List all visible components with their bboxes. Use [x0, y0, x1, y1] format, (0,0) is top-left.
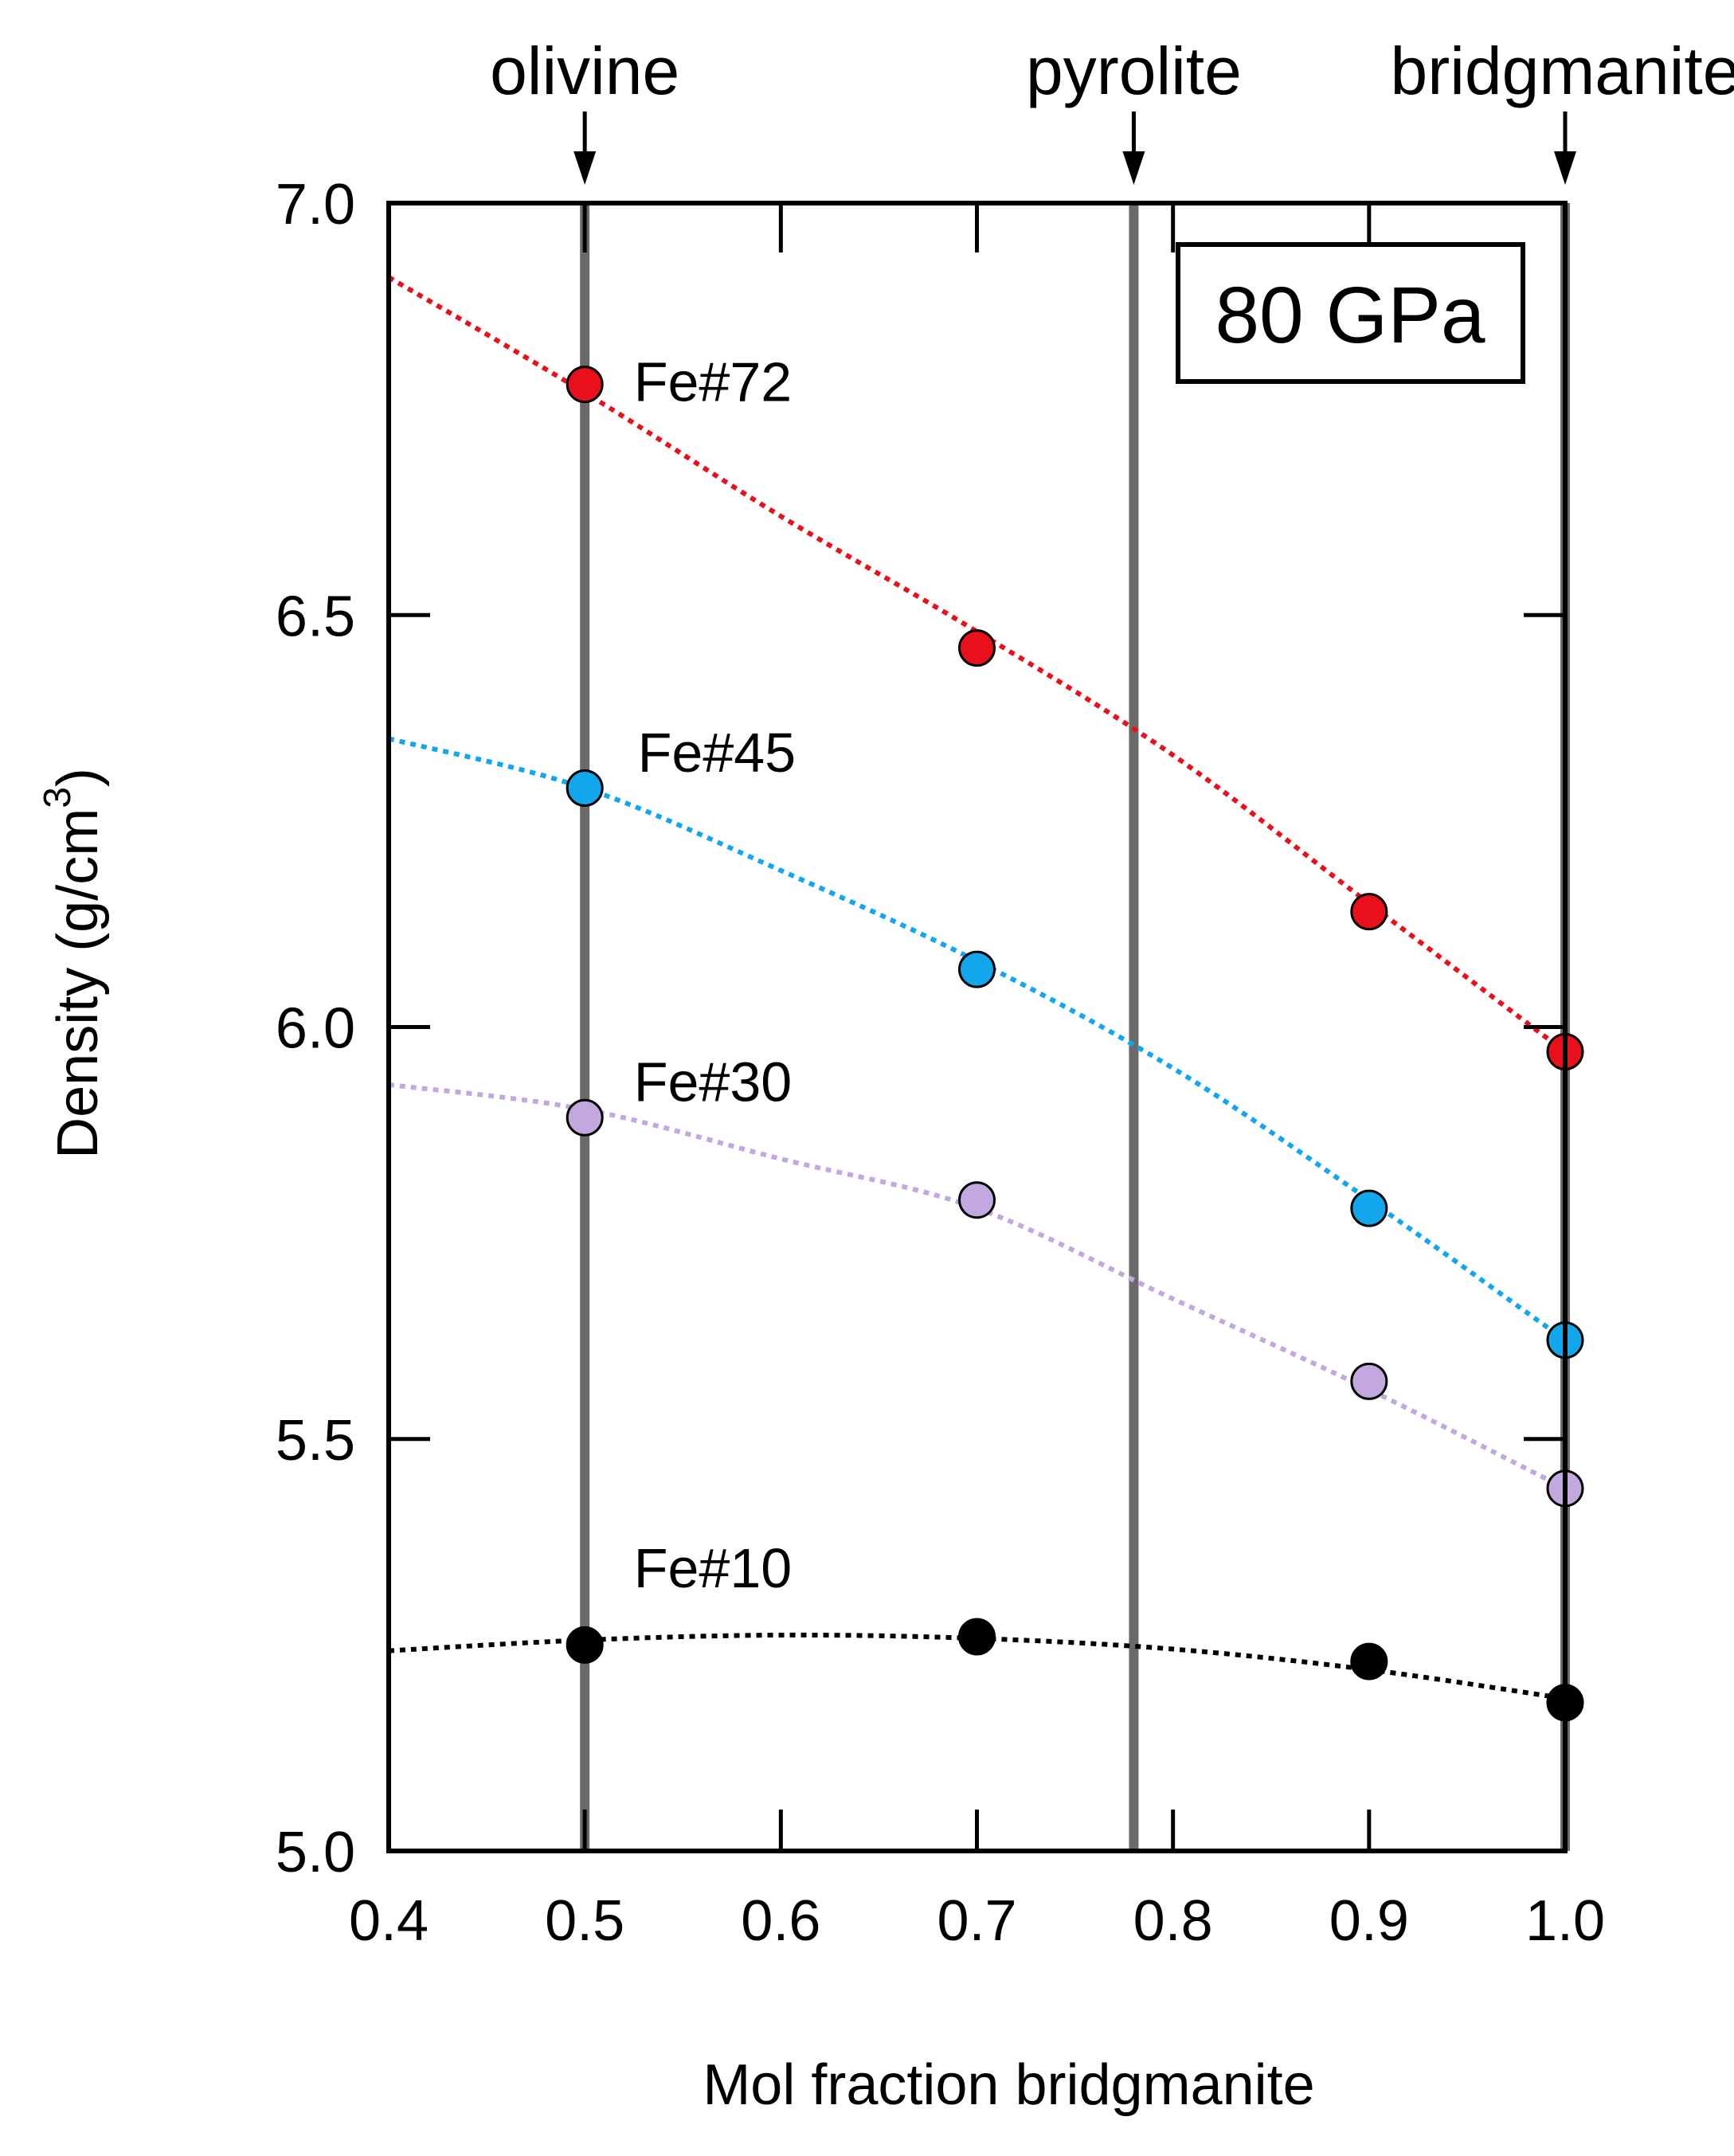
series-label-Fe45: Fe#45: [638, 722, 796, 784]
data-point-Fe10-2: [1350, 1642, 1388, 1681]
pressure-box: [1176, 242, 1525, 384]
composition-label-bridgmanite: bridgmanite: [1391, 33, 1734, 108]
y-axis-title: Density (g/cm3): [37, 768, 110, 1159]
reference-lines: [580, 203, 1570, 1851]
arrow-pyrolite-icon: [1122, 151, 1145, 185]
y-tick-label-3: 6.5: [276, 585, 355, 648]
x-tick-label-0: 0.4: [349, 1889, 429, 1953]
y-axis-title-superscript: 3: [37, 787, 79, 808]
data-point-Fe30-0: [566, 1098, 604, 1137]
pressure-label: 80 GPa: [1215, 271, 1485, 360]
x-axis-title: Mol fraction bridgmanite: [703, 2053, 1314, 2117]
data-points: [566, 366, 1584, 1722]
x-tick-label-4: 0.8: [1133, 1889, 1213, 1953]
data-point-Fe10-0: [566, 1626, 604, 1664]
x-tick-label-6: 1.0: [1525, 1889, 1605, 1953]
data-point-Fe45-1: [958, 950, 996, 988]
labels: Fe#72 Fe#45 Fe#30 Fe#10 Mol fraction bridgma…: [37, 350, 1315, 2117]
axes: [386, 201, 1568, 1853]
series-label-Fe10: Fe#10: [634, 1537, 792, 1599]
arrow-olivine-icon: [573, 151, 597, 185]
data-point-Fe45-2: [1350, 1189, 1388, 1227]
series-label-Fe30: Fe#30: [634, 1051, 792, 1113]
x-tick-label-2: 0.6: [741, 1889, 820, 1953]
data-point-Fe30-2: [1350, 1362, 1388, 1400]
data-point-Fe10-1: [958, 1618, 996, 1656]
fit-curve-Fe45: [388, 736, 1567, 1343]
ticks: 0.4 0.5 0.6 0.7 0.8 0.9 1.0 5.0 5.5 6.0 6.5 7.0: [276, 173, 1605, 1953]
y-tick-label-4: 7.0: [276, 173, 355, 237]
series-label-Fe72: Fe#72: [634, 350, 792, 413]
x-tick-label-5: 0.9: [1329, 1889, 1409, 1953]
y-tick-label-1: 5.5: [276, 1409, 355, 1473]
annotations: olivine pyrolite bridgmanite 80 GPa: [490, 33, 1734, 384]
y-axis-title-main: Density (g/cm: [46, 808, 110, 1159]
x-tick-label-3: 0.7: [937, 1889, 1016, 1953]
data-point-Fe72-1: [958, 629, 996, 667]
arrow-bridgmanite-icon: [1554, 151, 1576, 185]
data-point-Fe72-2: [1350, 893, 1388, 931]
data-point-Fe30-1: [958, 1181, 996, 1219]
data-point-Fe72-0: [566, 366, 604, 404]
y-axis-title-close: ): [46, 768, 110, 787]
y-tick-label-2: 6.0: [276, 997, 355, 1061]
composition-label-olivine: olivine: [490, 33, 679, 108]
composition-label-pyrolite: pyrolite: [1026, 33, 1242, 108]
fit-curve-Fe30: [388, 1082, 1567, 1491]
x-tick-label-1: 0.5: [545, 1889, 624, 1953]
data-point-Fe45-0: [566, 769, 604, 807]
y-tick-label-0: 5.0: [276, 1821, 355, 1884]
